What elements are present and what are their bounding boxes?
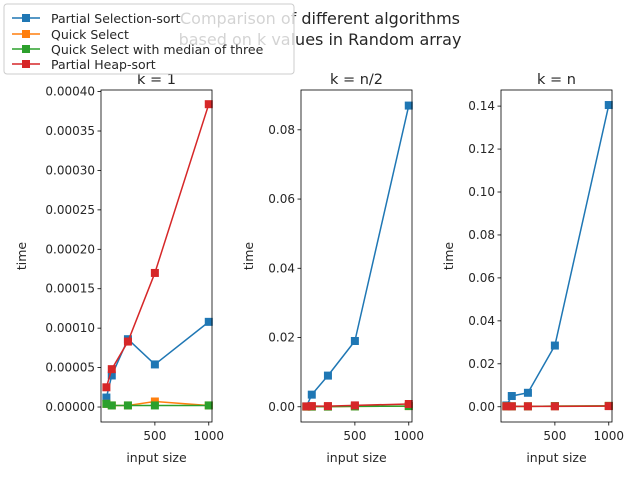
point-quick-select-median3-k-1-1 <box>107 401 116 410</box>
legend-entry-partial-selection-sort: Partial Selection-sort <box>12 11 181 26</box>
legend-frame <box>3 3 295 75</box>
legend-marker-partial-heap-sort <box>22 60 30 68</box>
point-quick-select-median3-k-1-2 <box>123 401 132 410</box>
legend-entry-partial-heap-sort: Partial Heap-sort <box>12 57 156 72</box>
legend-entry-quick-select-median3: Quick Select with median of three <box>12 42 264 57</box>
axes-k-1: k = 1 0.00000 0.00005 0.00010 0.00015 0.00020… <box>14 72 224 465</box>
point-partial-selection-sort-k-n2-1 <box>307 390 316 399</box>
point-quick-select-median3-k-1-3 <box>150 401 159 410</box>
legend-label-partial-selection-sort: Partial Selection-sort <box>51 11 181 26</box>
ytick-label-k-n-3: 0.06 <box>468 271 495 285</box>
point-partial-selection-sort-k-n-3 <box>550 341 559 350</box>
xtick-label-k-n2-1: 1000 <box>393 429 424 443</box>
series-group-k-n2 <box>302 101 413 411</box>
ytick-label-k-1-1: 0.00005 <box>45 361 95 375</box>
point-partial-heap-sort-k-n2-2 <box>323 402 332 411</box>
series-group-k-n <box>502 101 613 411</box>
point-partial-heap-sort-k-1-4 <box>204 100 213 109</box>
ytick-label-k-1-8: 0.00040 <box>45 85 95 99</box>
xtick-label-k-1-1: 1000 <box>193 429 224 443</box>
ytick-label-k-1-3: 0.00015 <box>45 282 95 296</box>
point-partial-heap-sort-k-n2-4 <box>404 400 413 408</box>
axes-frame-k-n2 <box>300 89 413 423</box>
axes-title-k-n: k = n <box>537 72 576 88</box>
ytick-label-k-n-5: 0.10 <box>468 185 495 199</box>
point-partial-selection-sort-k-n-2 <box>523 388 532 397</box>
point-partial-heap-sort-k-1-1 <box>107 365 116 374</box>
series-group-k-1 <box>102 100 213 410</box>
xtick-label-k-n2-0: 500 <box>343 429 366 443</box>
ytick-label-k-n-1: 0.02 <box>468 357 495 371</box>
ytick-label-k-1-5: 0.00025 <box>45 203 95 217</box>
legend-marker-quick-select-median3 <box>22 45 30 53</box>
axes-title-k-1: k = 1 <box>137 72 176 88</box>
legend-label-quick-select-median3: Quick Select with median of three <box>51 42 264 57</box>
legend-marker-partial-selection-sort <box>22 14 30 22</box>
point-partial-heap-sort-k-n-3 <box>550 402 559 411</box>
point-partial-heap-sort-k-n-0 <box>502 402 511 411</box>
legend-marker-quick-select <box>22 30 30 38</box>
xlabel-k-n2: input size <box>326 450 387 465</box>
ytick-label-k-1-6: 0.00030 <box>45 163 95 177</box>
xtick-label-k-n-0: 500 <box>543 429 566 443</box>
ylabel-k-1: time <box>14 242 29 271</box>
point-partial-heap-sort-k-1-0 <box>102 383 111 392</box>
legend-entry-quick-select: Quick Select <box>12 27 129 42</box>
xtick-label-k-n-1: 1000 <box>593 429 624 443</box>
axes-k-n2: k = n/2 0.00 0.02 0.04 0.06 0.08 500 1000 input … <box>241 72 424 465</box>
point-partial-selection-sort-k-n2-3 <box>350 336 359 345</box>
point-partial-heap-sort-k-n-4 <box>604 402 613 411</box>
legend: Partial Selection-sort Quick Select Quic… <box>3 3 295 75</box>
point-partial-selection-sort-k-1-1 <box>107 371 116 380</box>
ytick-label-k-1-0: 0.00000 <box>45 400 95 414</box>
point-partial-selection-sort-k-1-0 <box>102 393 111 402</box>
axes-frame-k-n <box>500 89 613 423</box>
ytick-label-k-1-2: 0.00010 <box>45 321 95 335</box>
point-partial-heap-sort-k-1-3 <box>150 268 159 277</box>
point-quick-select-median3-k-1-4 <box>204 401 213 410</box>
ytick-label-k-n-6: 0.12 <box>468 142 495 156</box>
axes-frame-k-1 <box>100 89 213 423</box>
ytick-label-k-n2-0: 0.00 <box>268 400 295 414</box>
point-partial-selection-sort-k-n2-2 <box>323 371 332 380</box>
ytick-label-k-n2-4: 0.08 <box>268 123 295 137</box>
point-partial-heap-sort-k-n-1 <box>507 402 516 411</box>
ylabel-k-n: time <box>441 242 456 271</box>
axes-layer: k = 1 0.00000 0.00005 0.00010 0.00015 0.00020… <box>14 72 624 465</box>
point-partial-heap-sort-k-n2-1 <box>307 402 316 411</box>
point-partial-heap-sort-k-n-2 <box>523 402 532 411</box>
point-partial-heap-sort-k-n2-3 <box>350 401 359 410</box>
ytick-label-k-n2-3: 0.06 <box>268 192 295 206</box>
ytick-label-k-n2-2: 0.04 <box>268 261 295 275</box>
xlabel-k-n: input size <box>526 450 587 465</box>
xtick-label-k-1-0: 500 <box>143 429 166 443</box>
point-quick-select-median3-k-1-0 <box>102 399 111 408</box>
ytick-label-k-n-2: 0.04 <box>468 314 495 328</box>
point-partial-heap-sort-k-1-2 <box>123 337 132 346</box>
ytick-label-k-1-4: 0.00020 <box>45 242 95 256</box>
axes-k-n: k = n 0.00 0.02 0.04 0.06 0.08 0.10 0.12 0.14 500… <box>441 72 624 465</box>
legend-label-quick-select: Quick Select <box>51 27 129 42</box>
ytick-label-k-n-4: 0.08 <box>468 228 495 242</box>
ytick-label-k-1-7: 0.00035 <box>45 124 95 138</box>
axes-title-k-n2: k = n/2 <box>330 72 383 88</box>
ytick-label-k-n2-1: 0.02 <box>268 331 295 345</box>
point-partial-selection-sort-k-n-1 <box>507 392 516 401</box>
xlabel-k-1: input size <box>126 450 187 465</box>
point-partial-selection-sort-k-1-3 <box>150 360 159 369</box>
point-partial-selection-sort-k-n-4 <box>604 101 613 110</box>
ylabel-k-n2: time <box>241 242 256 271</box>
legend-label-partial-heap-sort: Partial Heap-sort <box>51 57 156 72</box>
ytick-label-k-n-0: 0.00 <box>468 400 495 414</box>
point-partial-selection-sort-k-1-4 <box>204 317 213 326</box>
point-partial-heap-sort-k-n2-0 <box>302 402 311 411</box>
point-partial-selection-sort-k-n2-4 <box>404 101 413 110</box>
ytick-label-k-n-7: 0.14 <box>468 99 495 113</box>
